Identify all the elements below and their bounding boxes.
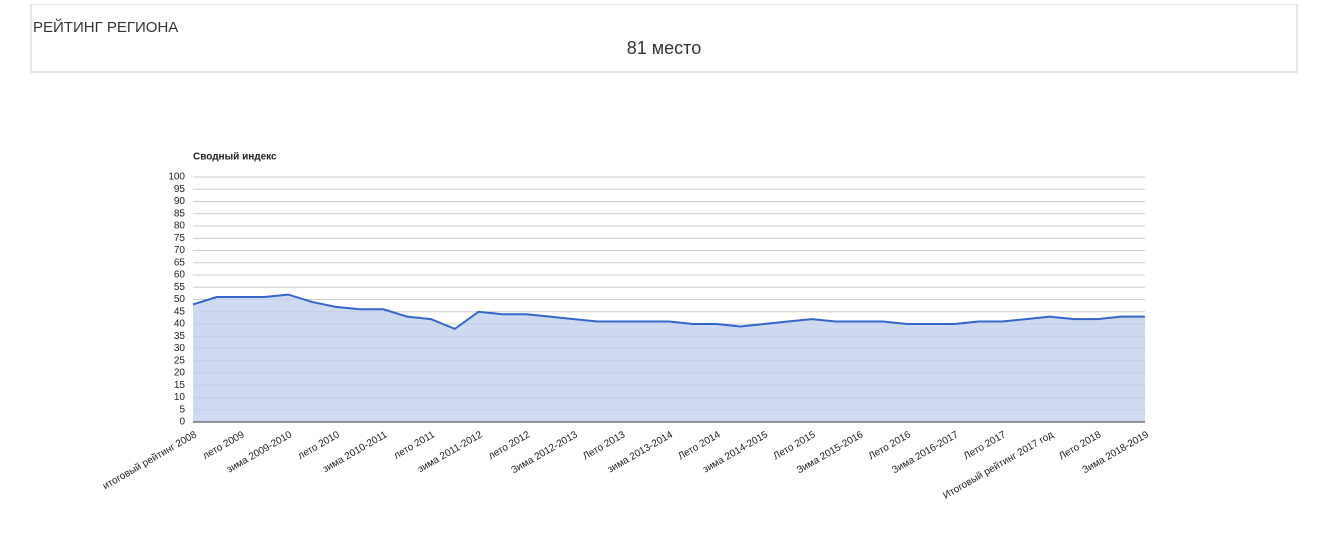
- y-tick-label: 0: [179, 417, 185, 428]
- y-tick-label: 60: [174, 270, 186, 281]
- rank: 81 место: [626, 38, 702, 58]
- y-tick-label: 5: [179, 404, 185, 415]
- y-tick-label: 15: [174, 380, 186, 391]
- y-tick-label: 85: [174, 208, 186, 219]
- y-tick-label: 95: [174, 184, 186, 195]
- chart-title: Сводный индекс: [193, 152, 277, 163]
- area: [193, 294, 1145, 422]
- region-rating-panel: РЕЙТИНГ РЕГИОНА 81 место: [30, 4, 1298, 73]
- y-tick-label: 70: [174, 245, 186, 256]
- y-tick-label: 20: [174, 368, 186, 379]
- y-tick-label: 50: [174, 294, 186, 305]
- y-tick-label: 45: [174, 306, 186, 317]
- y-tick-label: 55: [174, 282, 186, 293]
- y-tick-label: 30: [174, 343, 186, 354]
- y-tick-label: 65: [174, 257, 186, 268]
- y-tick-label: 100: [168, 172, 185, 183]
- y-tick-label: 80: [174, 221, 186, 232]
- y-tick-label: 25: [174, 355, 186, 366]
- line: [192, 293, 1145, 331]
- panel-title: РЕЙТИНГ РЕГИОНА: [33, 19, 179, 36]
- y-tick-label: 75: [174, 233, 186, 244]
- y-tick-label: 10: [174, 392, 186, 403]
- y-tick-label: 90: [174, 196, 186, 207]
- y-tick-label: 35: [174, 331, 186, 342]
- y-tick-label: 40: [174, 319, 186, 330]
- x-tick-label: итоговый рейтинг 2008: [101, 429, 199, 492]
